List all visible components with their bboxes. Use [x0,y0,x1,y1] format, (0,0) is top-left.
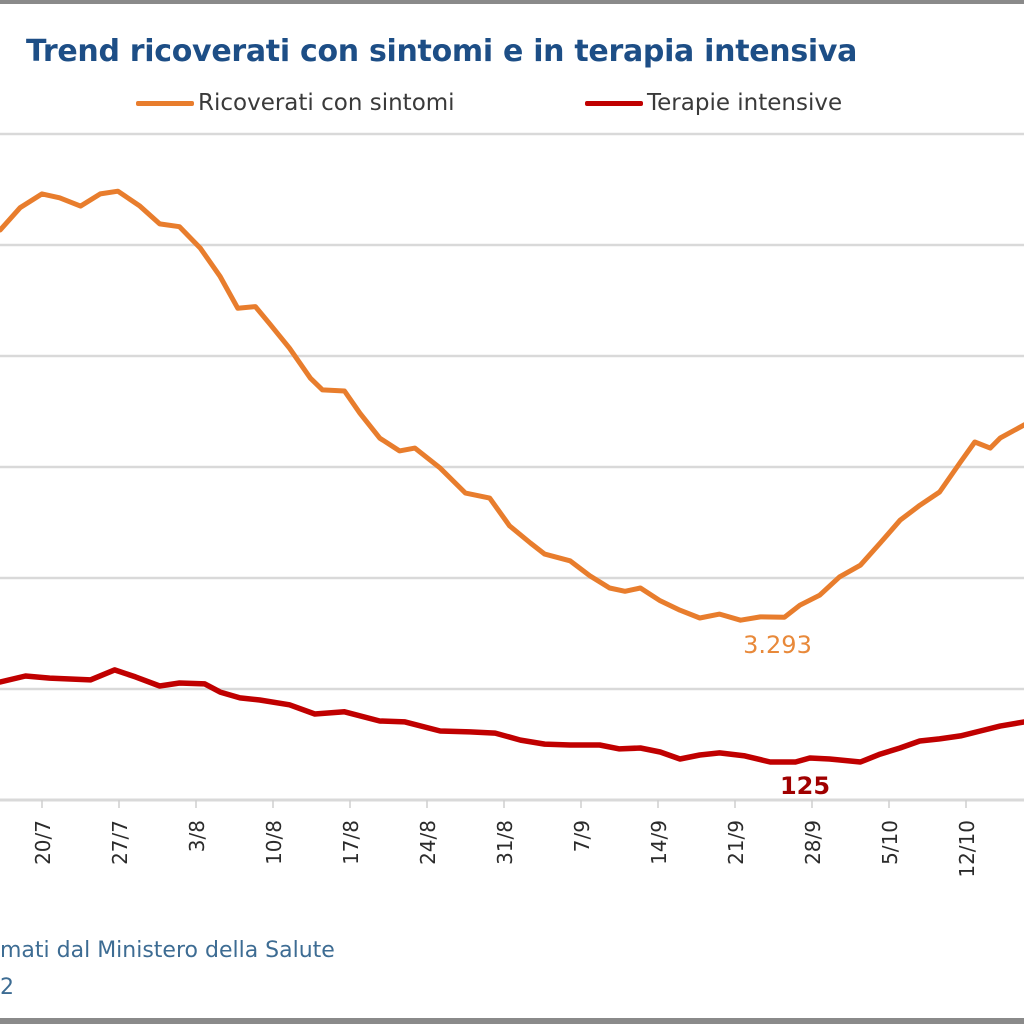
x-tick-label: 12/10 [955,820,979,878]
x-tick-label: 21/9 [724,820,748,865]
series-line-terapie [0,667,1024,765]
annotations: 3.293 125 [743,631,830,800]
legend-label-terapie: Terapie intensive [647,90,843,116]
x-tick-label: 7/9 [570,820,594,852]
legend-label-ricoverati: Ricoverati con sintomi [198,90,455,116]
series-line-ricoverati [0,188,1024,623]
chart-title: Trend ricoverati con sintomi e in terapi… [26,34,858,69]
x-tick-label: 20/7 [31,820,55,865]
source-note: mati dal Ministero della Salute [0,938,335,963]
legend-swatch-terapie [585,100,643,106]
x-tick-label: 28/9 [801,820,825,865]
annotation-ricoverati-min: 3.293 [743,631,812,659]
legend-swatch-ricoverati [136,100,194,106]
x-tick-label: 27/7 [108,820,132,865]
x-axis: 20/7 27/7 3/8 10/8 17/8 24/8 31/8 7/9 14/9 21/9 28… [31,800,979,878]
x-tick-label: 31/8 [493,820,517,865]
x-tick-label: 17/8 [339,820,363,865]
x-tick-label: 3/8 [185,820,209,852]
x-tick-label: 24/8 [416,820,440,865]
source-note-date: 2 [0,975,14,1000]
annotation-terapie-min: 125 [780,772,830,800]
x-tick-label: 14/9 [647,820,671,865]
series-lines [0,188,1024,765]
legend-item-ricoverati: Ricoverati con sintomi [136,90,455,116]
x-tick-label: 10/8 [262,820,286,865]
x-tick-label: 5/10 [878,820,902,865]
chart-legend: Ricoverati con sintomi Terapie intensive [0,90,1024,122]
legend-item-terapie: Terapie intensive [585,90,842,116]
gridlines [0,132,1024,802]
